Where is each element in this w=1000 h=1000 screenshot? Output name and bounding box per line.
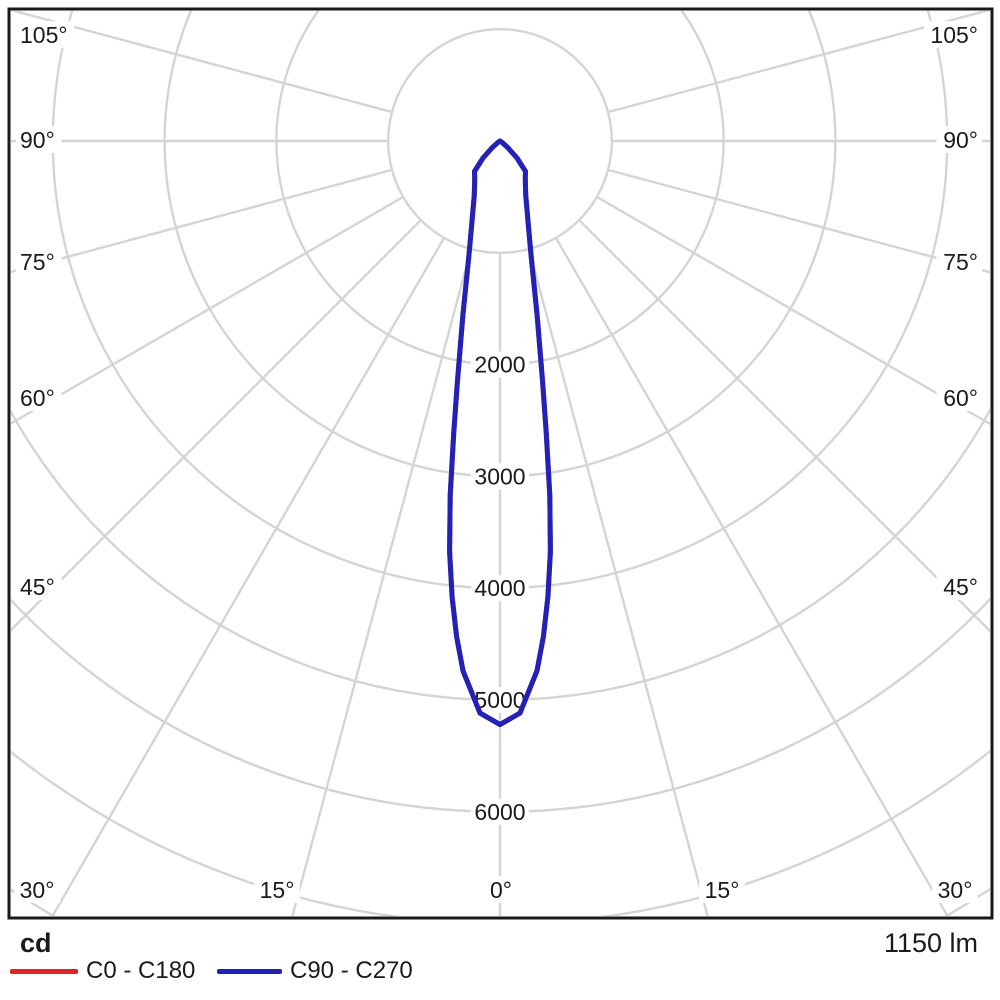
grid-spoke [11,195,404,425]
angle-label-bottom-30°: 30° [20,877,55,903]
angle-label-right-45°: 45° [943,574,978,600]
ring-label-4000: 4000 [474,575,525,601]
unit-label: cd [20,928,52,958]
grid-spoke [578,219,990,633]
grid-spoke [11,219,422,632]
angle-label-left-90°: 90° [20,127,55,153]
grid-spoke [51,237,446,916]
angle-label-right-75°: 75° [943,249,978,275]
angle-label-left-105°: 105° [20,22,68,48]
grid-spoke [291,248,473,916]
legend: C0 - C180 C90 - C270 [0,956,1000,996]
angle-labels: 105° 90° 75° 60° 45° 105° 90° 75° 60° 45° 30° 15° 0°… [14,21,982,903]
grid-spoke [11,168,393,274]
angle-label-right-105°: 105° [930,22,978,48]
ring-labels: 2000 3000 4000 5000 6000 [471,351,529,825]
grid-spoke [596,195,990,426]
grid-spoke [554,237,949,916]
angle-label-left-60°: 60° [20,385,55,411]
ring-label-6000: 6000 [474,799,525,825]
angle-label-bottom-30°: 30° [938,877,973,903]
legend-label-c0-c180: C0 - C180 [86,957,196,984]
ring-label-mask [471,463,529,490]
ring-label-2000: 2000 [474,352,525,378]
grid-spoke [11,11,393,114]
legend-label-c90-c270: C90 - C270 [290,957,413,984]
angle-label-left-75°: 75° [20,249,55,275]
legend-swatch-c90-c270 [217,969,282,974]
angle-label-right-60°: 60° [943,385,978,411]
angle-label-right-90°: 90° [943,127,978,153]
angle-label-left-45°: 45° [20,574,55,600]
grid-spoke [527,248,709,916]
angle-label-bottom-15°: 15° [260,877,295,903]
ring-label-mask [471,798,529,825]
ring-label-mask [471,575,529,602]
plot-border [7,7,994,920]
legend-swatch-c0-c180 [10,969,78,974]
curves [447,138,553,728]
ring-label-3000: 3000 [474,463,525,489]
angle-label-bottom-15°: 15° [705,877,740,903]
curve-c90-c270 [447,138,553,728]
grid-spoke [607,168,990,274]
grid-spoke [607,11,990,114]
angle-label-bottom-0°: 0° [490,877,512,903]
luminous-flux-label: 1150 lm [883,928,978,958]
ring-label-mask [471,351,529,378]
ring-label-5000: 5000 [474,687,525,713]
